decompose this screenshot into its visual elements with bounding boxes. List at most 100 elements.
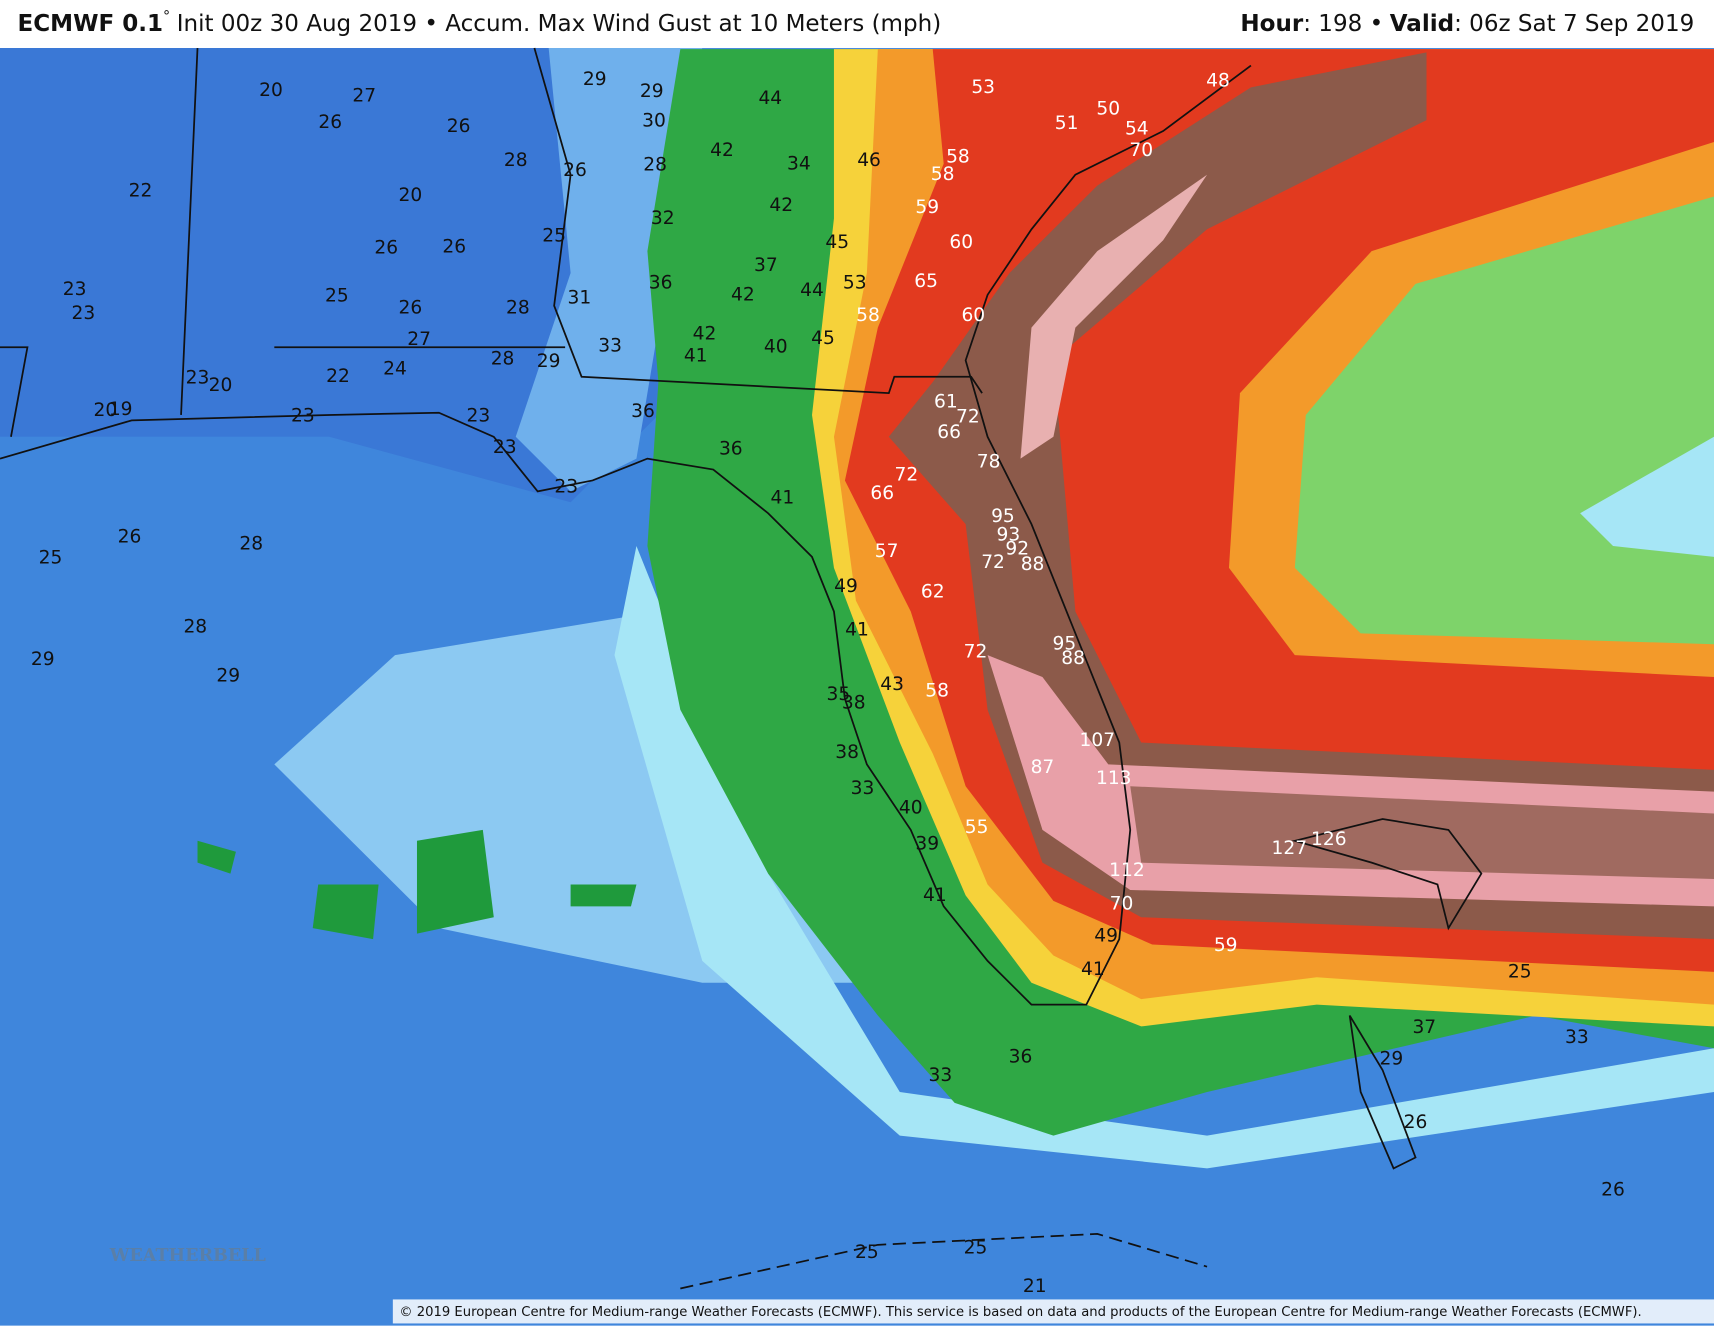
green-patch bbox=[197, 829, 637, 940]
gust-label: 28 bbox=[643, 154, 667, 175]
gust-label: 43 bbox=[880, 674, 904, 695]
gust-label: 25 bbox=[542, 225, 566, 246]
gust-label: 27 bbox=[407, 329, 431, 350]
model: ECMWF 0.1 bbox=[18, 11, 163, 37]
header-right: Hour: 198 • Valid: 06z Sat 7 Sep 2019 bbox=[1240, 11, 1694, 37]
gust-label: 20 bbox=[209, 375, 233, 396]
gust-label: 66 bbox=[937, 422, 961, 443]
gust-label: 33 bbox=[1565, 1027, 1589, 1048]
gust-label: 25 bbox=[1508, 961, 1532, 982]
islands bbox=[1291, 818, 1483, 1170]
gust-label: 23 bbox=[554, 477, 578, 498]
gust-label: 59 bbox=[1214, 935, 1238, 956]
gust-label: 26 bbox=[374, 237, 398, 258]
pink-field bbox=[1020, 174, 1208, 459]
gust-label: 42 bbox=[731, 284, 755, 305]
gust-label: 33 bbox=[929, 1065, 953, 1086]
valid: : 06z Sat 7 Sep 2019 bbox=[1454, 11, 1694, 37]
gust-label: 51 bbox=[1055, 113, 1079, 134]
gust-label: 39 bbox=[915, 834, 939, 855]
gust-label: 25 bbox=[855, 1242, 879, 1263]
description: Init 00z 30 Aug 2019 • Accum. Max Wind G… bbox=[177, 11, 941, 37]
gust-label: 40 bbox=[899, 798, 923, 819]
gust-label: 23 bbox=[291, 406, 315, 427]
gust-label: 20 bbox=[399, 185, 423, 206]
gust-label: 60 bbox=[949, 232, 973, 253]
gust-label: 70 bbox=[1110, 894, 1134, 915]
gust-label: 41 bbox=[1081, 959, 1105, 980]
gust-label: 53 bbox=[843, 272, 867, 293]
core-field bbox=[1130, 786, 1714, 880]
gust-label: 27 bbox=[352, 86, 376, 107]
gust-label: 26 bbox=[563, 160, 587, 181]
gust-label: 28 bbox=[506, 297, 530, 318]
gust-label: 25 bbox=[964, 1238, 988, 1259]
gust-label: 29 bbox=[640, 81, 664, 102]
gust-label: 32 bbox=[651, 208, 675, 229]
gust-label: 45 bbox=[825, 232, 849, 253]
gust-label: 45 bbox=[811, 328, 835, 349]
gust-label: 42 bbox=[769, 195, 793, 216]
gust-label: 36 bbox=[1009, 1047, 1033, 1068]
gust-label: 29 bbox=[537, 351, 561, 372]
gust-label: 23 bbox=[63, 279, 87, 300]
gust-label: 58 bbox=[946, 147, 970, 168]
gust-label: 60 bbox=[961, 305, 985, 326]
gust-label: 23 bbox=[72, 303, 96, 324]
gust-label: 34 bbox=[787, 153, 811, 174]
gust-label: 37 bbox=[1412, 1017, 1436, 1038]
gust-label: 48 bbox=[1206, 70, 1230, 91]
valid-label: Valid bbox=[1390, 11, 1454, 37]
gust-label: 127 bbox=[1272, 838, 1308, 859]
gust-label: 36 bbox=[649, 272, 673, 293]
gust-label: 23 bbox=[467, 406, 491, 427]
gust-label: 26 bbox=[447, 116, 471, 137]
gust-label: 41 bbox=[923, 885, 947, 906]
gust-label: 33 bbox=[851, 778, 875, 799]
gust-label: 54 bbox=[1125, 118, 1149, 139]
shelf-field bbox=[614, 545, 1714, 1169]
gust-label: 29 bbox=[216, 665, 240, 686]
gust-label: 26 bbox=[399, 297, 423, 318]
gust-label: 26 bbox=[318, 112, 342, 133]
gust-label: 44 bbox=[758, 88, 782, 109]
light-field bbox=[515, 48, 703, 492]
degree: ° bbox=[163, 8, 170, 24]
gust-label: 42 bbox=[693, 324, 717, 345]
gust-label: 22 bbox=[326, 366, 350, 387]
gust-label: 55 bbox=[965, 817, 989, 838]
gust-label: 38 bbox=[842, 693, 866, 714]
gust-label: 21 bbox=[1023, 1276, 1047, 1297]
gust-label: 37 bbox=[754, 255, 778, 276]
gust-label: 58 bbox=[856, 305, 880, 326]
hour-label: Hour bbox=[1240, 11, 1304, 37]
gust-label: 19 bbox=[109, 399, 133, 420]
gust-label: 78 bbox=[977, 451, 1001, 472]
coastline bbox=[680, 1233, 1208, 1290]
cyan-field bbox=[1580, 436, 1714, 557]
coastline bbox=[0, 64, 1252, 1006]
gust-label: 20 bbox=[93, 400, 117, 421]
gust-label: 46 bbox=[857, 150, 881, 171]
gust-label: 30 bbox=[642, 111, 666, 132]
gust-label: 28 bbox=[239, 533, 263, 554]
map-fields bbox=[0, 48, 1714, 1326]
gust-label: 66 bbox=[870, 483, 894, 504]
gust-label: 38 bbox=[835, 742, 859, 763]
copyright: © 2019 European Centre for Medium-range … bbox=[399, 1305, 1641, 1320]
gust-label: 23 bbox=[186, 367, 210, 388]
gust-label: 88 bbox=[1021, 554, 1045, 575]
footer-bg bbox=[392, 1299, 1714, 1324]
logo: WEATHERBELL bbox=[109, 1246, 266, 1266]
borders bbox=[0, 47, 1483, 1290]
gust-label: 28 bbox=[504, 150, 528, 171]
gust-label: 93 bbox=[997, 525, 1021, 546]
gust-label: 20 bbox=[259, 80, 283, 101]
gust-label: 65 bbox=[914, 271, 938, 292]
gust-label: 72 bbox=[956, 407, 980, 428]
gust-label: 36 bbox=[631, 401, 655, 422]
gust-label: 35 bbox=[826, 684, 850, 705]
gust-label: 40 bbox=[764, 337, 788, 358]
